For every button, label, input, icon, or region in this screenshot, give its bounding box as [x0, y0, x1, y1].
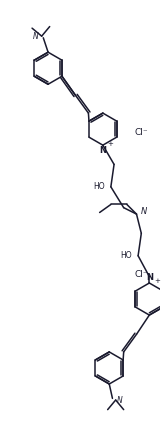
Text: N: N — [141, 207, 147, 216]
Text: N: N — [146, 273, 153, 282]
Text: N: N — [99, 146, 106, 155]
Text: N: N — [33, 32, 38, 41]
Text: HO: HO — [93, 182, 104, 191]
Text: Cl⁻: Cl⁻ — [134, 270, 148, 280]
Text: N: N — [117, 396, 123, 405]
Text: +: + — [154, 278, 160, 283]
Text: Cl⁻: Cl⁻ — [134, 128, 148, 137]
Text: HO: HO — [120, 251, 132, 260]
Text: +: + — [108, 141, 114, 147]
